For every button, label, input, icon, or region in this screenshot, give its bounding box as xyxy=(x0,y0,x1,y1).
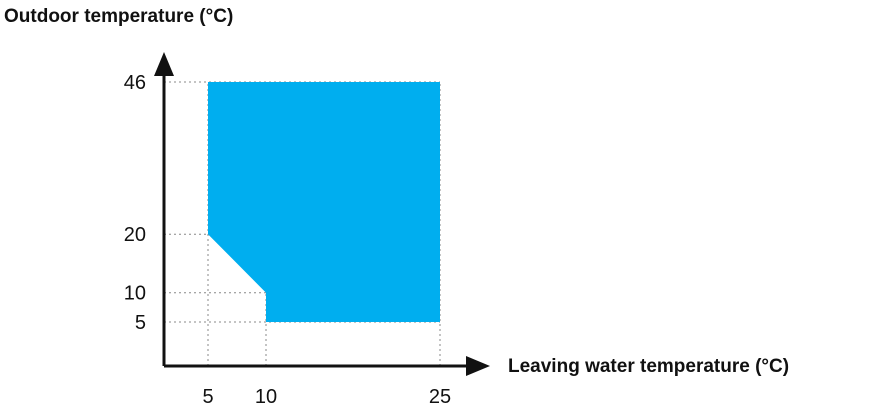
x-tick-labels: 5 10 25 xyxy=(202,386,451,408)
x-axis-label: Leaving water temperature (°C) xyxy=(508,356,790,377)
y-axis-arrow xyxy=(154,52,174,76)
x-tick-label: 10 xyxy=(255,386,277,408)
y-tick-label: 10 xyxy=(124,283,146,305)
y-tick-label: 46 xyxy=(124,72,146,94)
y-tick-label: 5 xyxy=(135,312,146,334)
axes xyxy=(154,52,490,376)
x-axis-arrow xyxy=(466,356,490,376)
y-tick-labels: 5 10 20 46 xyxy=(124,72,146,334)
operating-region xyxy=(208,82,440,322)
x-tick-label: 5 xyxy=(202,386,213,408)
y-axis-label: Outdoor temperature (°C) xyxy=(4,6,234,27)
y-tick-label: 20 xyxy=(124,224,146,246)
x-tick-label: 25 xyxy=(429,386,451,408)
